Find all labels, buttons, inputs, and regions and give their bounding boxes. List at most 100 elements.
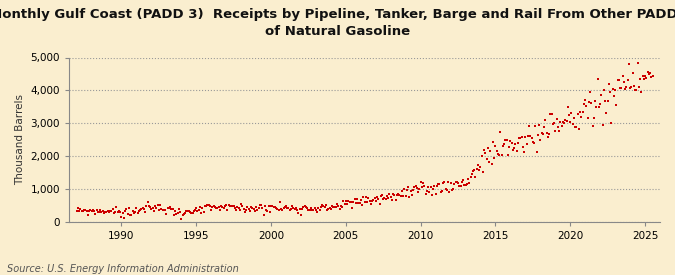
Point bbox=[364, 199, 375, 204]
Point bbox=[152, 202, 163, 207]
Point bbox=[86, 209, 97, 213]
Point bbox=[486, 162, 497, 167]
Point bbox=[106, 209, 117, 213]
Point bbox=[481, 157, 492, 161]
Point bbox=[541, 131, 552, 136]
Point bbox=[141, 204, 152, 208]
Point bbox=[328, 205, 339, 210]
Point bbox=[484, 160, 495, 165]
Point bbox=[253, 206, 264, 211]
Point bbox=[630, 87, 641, 92]
Point bbox=[327, 204, 338, 208]
Point bbox=[99, 210, 109, 215]
Point bbox=[283, 206, 294, 211]
Point bbox=[578, 102, 589, 106]
Point bbox=[491, 148, 502, 153]
Point bbox=[393, 191, 404, 196]
Point bbox=[444, 189, 455, 194]
Point bbox=[537, 132, 548, 136]
Point bbox=[564, 113, 574, 117]
Point bbox=[456, 180, 467, 184]
Point bbox=[608, 87, 618, 91]
Point bbox=[470, 175, 481, 179]
Point bbox=[536, 131, 547, 135]
Point bbox=[462, 177, 473, 181]
Point bbox=[121, 207, 132, 211]
Point bbox=[207, 205, 218, 209]
Point bbox=[606, 121, 617, 126]
Point bbox=[173, 207, 184, 211]
Point bbox=[546, 112, 557, 116]
Point bbox=[119, 216, 130, 220]
Point bbox=[584, 100, 595, 104]
Point bbox=[572, 112, 583, 116]
Point bbox=[97, 208, 108, 213]
Text: Monthly Gulf Coast (PADD 3)  Receipts by Pipeline, Tanker, Barge and Rail From O: Monthly Gulf Coast (PADD 3) Receipts by … bbox=[0, 8, 675, 38]
Y-axis label: Thousand Barrels: Thousand Barrels bbox=[15, 94, 25, 185]
Point bbox=[540, 118, 551, 123]
Point bbox=[524, 124, 535, 129]
Point bbox=[499, 142, 510, 146]
Point bbox=[617, 74, 628, 78]
Point bbox=[510, 142, 521, 147]
Point bbox=[263, 204, 274, 208]
Point bbox=[340, 201, 350, 206]
Point bbox=[530, 124, 541, 128]
Point bbox=[126, 213, 137, 217]
Text: Source: U.S. Energy Information Administration: Source: U.S. Energy Information Administ… bbox=[7, 264, 238, 274]
Point bbox=[504, 144, 514, 149]
Point bbox=[475, 164, 486, 169]
Point bbox=[368, 198, 379, 202]
Point bbox=[647, 74, 658, 79]
Point bbox=[350, 200, 361, 205]
Point bbox=[273, 208, 284, 213]
Point bbox=[639, 77, 649, 81]
Point bbox=[558, 119, 568, 124]
Point bbox=[367, 199, 377, 203]
Point bbox=[209, 204, 219, 208]
Point bbox=[469, 168, 480, 172]
Point bbox=[119, 209, 130, 213]
Point bbox=[105, 209, 115, 213]
Point bbox=[259, 204, 270, 208]
Point bbox=[446, 188, 457, 192]
Point bbox=[338, 199, 349, 203]
Point bbox=[312, 210, 323, 214]
Point bbox=[107, 207, 118, 211]
Point bbox=[583, 116, 593, 120]
Point bbox=[526, 136, 537, 141]
Point bbox=[317, 203, 327, 207]
Point bbox=[418, 181, 429, 185]
Point bbox=[131, 206, 142, 211]
Point bbox=[575, 110, 586, 114]
Point bbox=[634, 77, 645, 82]
Point bbox=[111, 205, 122, 209]
Point bbox=[269, 205, 280, 210]
Point bbox=[490, 144, 501, 148]
Point bbox=[410, 184, 421, 188]
Point bbox=[637, 74, 648, 78]
Point bbox=[201, 204, 212, 208]
Point bbox=[117, 211, 128, 216]
Point bbox=[228, 204, 239, 208]
Point bbox=[190, 208, 200, 212]
Point bbox=[419, 184, 430, 189]
Point bbox=[299, 204, 310, 208]
Point bbox=[568, 116, 579, 120]
Point bbox=[298, 205, 309, 209]
Point bbox=[603, 82, 614, 86]
Point bbox=[92, 210, 103, 214]
Point bbox=[191, 206, 202, 210]
Point bbox=[380, 196, 391, 201]
Point bbox=[306, 206, 317, 211]
Point bbox=[429, 184, 439, 188]
Point bbox=[571, 125, 582, 129]
Point bbox=[160, 208, 171, 213]
Point bbox=[177, 213, 188, 217]
Point bbox=[223, 202, 234, 207]
Point bbox=[340, 199, 351, 203]
Point bbox=[181, 208, 192, 213]
Point bbox=[440, 187, 451, 192]
Point bbox=[250, 209, 261, 213]
Point bbox=[267, 204, 277, 208]
